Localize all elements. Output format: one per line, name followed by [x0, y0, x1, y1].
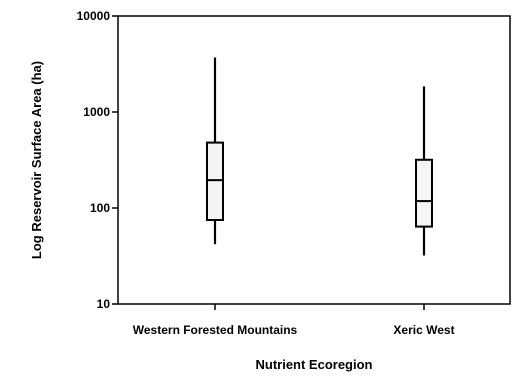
iqr-box: [206, 141, 224, 221]
plot-border: [117, 15, 511, 305]
box-1: [206, 57, 224, 245]
x-tick-label: Western Forested Mountains: [133, 323, 298, 337]
x-axis: Western Forested Mountains Xeric West: [133, 304, 455, 337]
x-axis-title: Nutrient Ecoregion: [255, 357, 372, 372]
y-axis-title: Log Reservoir Surface Area (ha): [29, 61, 44, 259]
iqr-box: [415, 158, 433, 228]
y-tick-label: 10: [97, 297, 111, 311]
box-series: [206, 57, 433, 256]
x-tick-label: Xeric West: [393, 323, 454, 337]
y-axis: 10 100 1000 10000: [77, 9, 118, 311]
box-2: [415, 86, 433, 256]
y-tick-label: 1000: [83, 105, 110, 119]
y-tick-label: 10000: [77, 9, 111, 23]
plot-area: [117, 15, 511, 305]
y-tick-label: 100: [90, 201, 110, 215]
